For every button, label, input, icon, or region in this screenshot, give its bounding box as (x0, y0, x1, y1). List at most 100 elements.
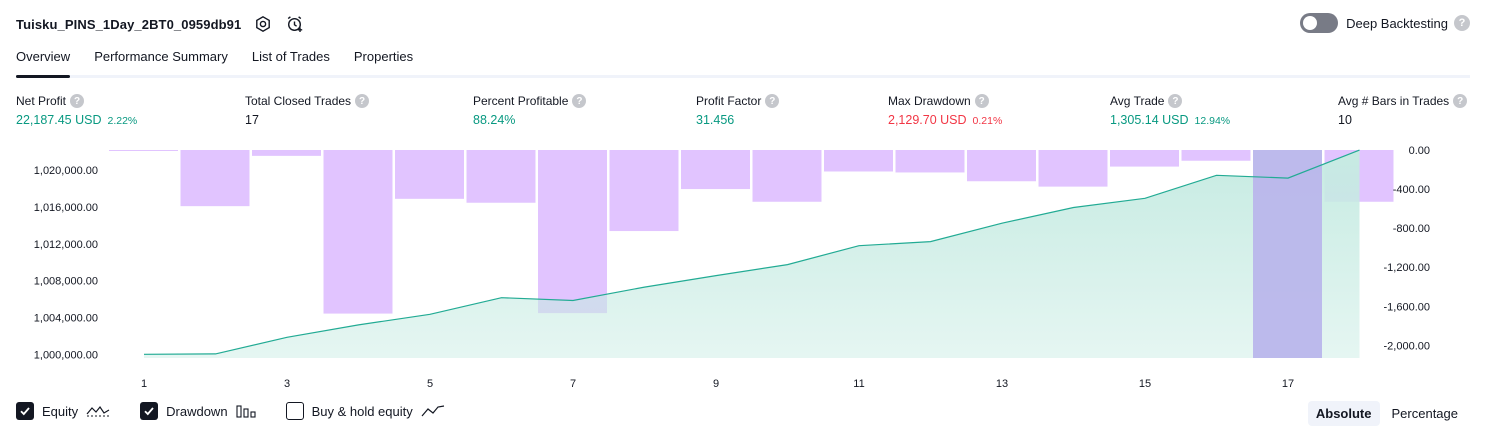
stat-value: 88.24% (473, 113, 515, 127)
drawdown-bar (1253, 150, 1322, 358)
x-axis-tick-label: 17 (1282, 378, 1294, 390)
left-axis-tick-label: 1,020,000.00 (34, 165, 98, 177)
stat-sub-value: 12.94% (1195, 115, 1231, 127)
left-axis-tick-label: 1,012,000.00 (34, 239, 98, 251)
stat-label: Total Closed Trades (245, 94, 351, 108)
drawdown-bar (538, 150, 607, 313)
stat-sub-value: 2.22% (107, 115, 137, 127)
help-icon[interactable]: ? (765, 94, 779, 108)
percentage-button[interactable]: Percentage (1384, 401, 1467, 426)
legend-buy-hold[interactable]: Buy & hold equity (286, 402, 445, 420)
stat-net-profit: Net Profit? 22,187.45 USD 2.22% (16, 93, 137, 129)
stat-value: 17 (245, 113, 259, 127)
stat-value: 1,305.14 USD (1110, 113, 1189, 127)
stat-value: 22,187.45 USD (16, 113, 101, 127)
buy-hold-checkbox[interactable] (286, 402, 304, 420)
tab-list-of-trades[interactable]: List of Trades (252, 47, 330, 75)
drawdown-bar (681, 150, 750, 189)
x-axis-tick-label: 15 (1139, 378, 1151, 390)
stat-label: Max Drawdown (888, 94, 971, 108)
stat-avg-trade: Avg Trade? 1,305.14 USD 12.94% (1110, 93, 1230, 129)
stat-label: Avg Trade (1110, 94, 1164, 108)
x-axis-tick-label: 1 (141, 378, 147, 390)
drawdown-bar (610, 150, 679, 231)
tab-bar: Overview Performance Summary List of Tra… (16, 47, 1470, 78)
drawdown-bar (753, 150, 822, 202)
settings-icon[interactable] (253, 14, 273, 34)
drawdown-bar (324, 150, 393, 314)
legend-equity[interactable]: Equity (16, 402, 110, 420)
help-icon[interactable]: ? (572, 94, 586, 108)
equity-checkbox[interactable] (16, 402, 34, 420)
drawdown-bar (181, 150, 250, 206)
stat-label: Percent Profitable (473, 94, 568, 108)
drawdown-bar (1039, 150, 1108, 187)
chart-legend: Equity Drawdown Buy & hold equity (16, 402, 475, 420)
left-axis-tick-label: 1,016,000.00 (34, 202, 98, 214)
deep-backtesting-toggle[interactable] (1300, 13, 1338, 33)
drawdown-bar (1110, 150, 1179, 167)
help-icon[interactable]: ? (355, 94, 369, 108)
add-alert-icon[interactable] (285, 14, 305, 34)
equity-line (144, 150, 1360, 354)
drawdown-bar (467, 150, 536, 203)
right-axis-tick-label: -1,600.00 (1384, 301, 1430, 313)
drawdown-bar (967, 150, 1036, 181)
x-axis-tick-label: 9 (713, 378, 719, 390)
right-axis-tick-label: -400.00 (1393, 184, 1430, 196)
tab-performance-summary[interactable]: Performance Summary (94, 47, 228, 75)
help-icon[interactable]: ? (70, 94, 84, 108)
drawdown-overlay (1253, 150, 1322, 358)
drawdown-bar (1325, 150, 1394, 202)
right-axis-tick-label: -800.00 (1393, 223, 1430, 235)
x-axis-ticks: 1 3 5 7 9 11 13 15 17 (141, 378, 1294, 390)
drawdown-bars-icon (236, 404, 256, 418)
stat-value: 2,129.70 USD (888, 113, 967, 127)
right-axis-tick-label: -1,200.00 (1384, 262, 1430, 274)
absolute-button[interactable]: Absolute (1308, 401, 1380, 426)
tab-overview[interactable]: Overview (16, 47, 70, 75)
toggle-knob (1303, 16, 1317, 30)
legend-drawdown-label: Drawdown (166, 404, 227, 419)
help-icon[interactable]: ? (1168, 94, 1182, 108)
right-axis-tick-label: -2,000.00 (1384, 340, 1430, 352)
stat-avg-bars-in-trades: Avg # Bars in Trades? 10 (1338, 93, 1467, 129)
stat-percent-profitable: Percent Profitable? 88.24% (473, 93, 586, 129)
stat-label: Avg # Bars in Trades (1338, 94, 1449, 108)
drawdown-bar (395, 150, 464, 199)
drawdown-bar (896, 150, 965, 172)
x-axis-tick-label: 7 (570, 378, 576, 390)
stat-value: 10 (1338, 113, 1352, 127)
strategy-name: Tuisku_PINS_1Day_2BT0_0959db91 (16, 17, 241, 32)
help-icon[interactable]: ? (1454, 15, 1470, 31)
drawdown-bar (109, 150, 178, 151)
stat-total-closed-trades: Total Closed Trades? 17 (245, 93, 369, 129)
drawdown-bar (1182, 150, 1251, 161)
drawdown-bar (252, 150, 321, 156)
drawdown-checkbox[interactable] (140, 402, 158, 420)
drawdown-bar (824, 150, 893, 171)
x-axis-tick-label: 3 (284, 378, 290, 390)
help-icon[interactable]: ? (975, 94, 989, 108)
deep-backtesting-control: Deep Backtesting ? (1300, 13, 1470, 33)
stat-value: 31.456 (696, 113, 734, 127)
stat-max-drawdown: Max Drawdown? 2,129.70 USD 0.21% (888, 93, 1002, 129)
x-axis-tick-label: 5 (427, 378, 433, 390)
tab-properties[interactable]: Properties (354, 47, 413, 75)
drawdown-bars (109, 150, 1394, 314)
legend-drawdown[interactable]: Drawdown (140, 402, 255, 420)
strategy-header: Tuisku_PINS_1Day_2BT0_0959db91 (16, 12, 305, 36)
left-axis-tick-label: 1,000,000.00 (34, 349, 98, 361)
help-icon[interactable]: ? (1453, 94, 1467, 108)
left-axis-tick-label: 1,004,000.00 (34, 313, 98, 325)
stat-profit-factor: Profit Factor? 31.456 (696, 93, 779, 129)
equity-area (144, 150, 1360, 358)
x-axis-tick-label: 11 (853, 378, 864, 390)
right-axis-ticks: 0.00 -400.00 -800.00 -1,200.00 -1,600.00 -2,0… (1384, 145, 1430, 352)
left-axis-ticks: 1,000,000.00 1,004,000.00 1,008,000.00 1,01… (34, 165, 98, 361)
left-axis-tick-label: 1,008,000.00 (34, 276, 98, 288)
legend-equity-label: Equity (42, 404, 78, 419)
x-axis-tick-label: 13 (996, 378, 1008, 390)
buy-hold-line-icon (421, 404, 445, 418)
right-axis-tick-label: 0.00 (1409, 145, 1430, 157)
